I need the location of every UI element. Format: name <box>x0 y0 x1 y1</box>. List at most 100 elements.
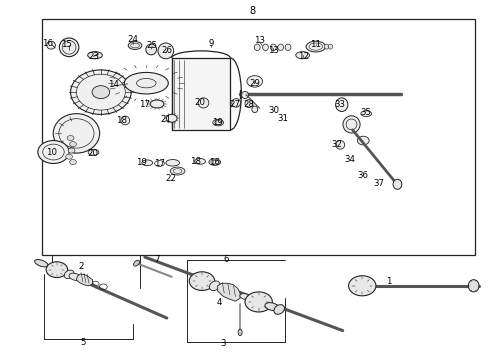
Ellipse shape <box>242 91 248 99</box>
Text: 13: 13 <box>268 46 279 55</box>
Ellipse shape <box>361 111 371 117</box>
Text: 20: 20 <box>87 149 98 158</box>
Text: 33: 33 <box>335 100 346 109</box>
Ellipse shape <box>150 100 164 108</box>
Ellipse shape <box>328 44 333 49</box>
Circle shape <box>71 70 131 114</box>
Text: 20: 20 <box>195 98 205 107</box>
Ellipse shape <box>124 72 168 94</box>
Circle shape <box>247 76 263 87</box>
Circle shape <box>245 292 272 312</box>
Ellipse shape <box>134 260 140 266</box>
Ellipse shape <box>121 116 130 125</box>
Text: 5: 5 <box>80 338 86 347</box>
Circle shape <box>92 86 110 99</box>
Text: 15: 15 <box>61 40 72 49</box>
Text: 18: 18 <box>116 116 127 125</box>
Circle shape <box>189 272 215 291</box>
Text: 31: 31 <box>278 114 289 123</box>
Text: 6: 6 <box>223 255 229 264</box>
Ellipse shape <box>324 44 329 49</box>
Ellipse shape <box>88 149 99 155</box>
Text: 29: 29 <box>249 79 260 88</box>
Text: 18: 18 <box>190 157 201 166</box>
Ellipse shape <box>59 38 79 57</box>
Text: 1: 1 <box>387 276 392 285</box>
Text: 11: 11 <box>310 40 321 49</box>
Circle shape <box>68 148 75 153</box>
Ellipse shape <box>278 44 284 50</box>
Ellipse shape <box>263 44 269 50</box>
Ellipse shape <box>128 41 142 49</box>
Ellipse shape <box>158 43 173 59</box>
Ellipse shape <box>69 273 81 280</box>
Ellipse shape <box>240 294 250 300</box>
Ellipse shape <box>245 100 253 108</box>
Circle shape <box>70 159 76 165</box>
Text: 9: 9 <box>208 39 214 48</box>
Circle shape <box>70 141 76 147</box>
Text: 30: 30 <box>269 105 280 114</box>
Ellipse shape <box>47 41 55 49</box>
Ellipse shape <box>64 270 74 279</box>
Ellipse shape <box>238 329 242 336</box>
Text: 16: 16 <box>209 158 220 167</box>
Ellipse shape <box>336 98 348 112</box>
Ellipse shape <box>170 167 185 175</box>
Ellipse shape <box>296 51 310 59</box>
Text: 25: 25 <box>147 41 158 50</box>
Text: 36: 36 <box>358 171 369 180</box>
Ellipse shape <box>166 114 177 122</box>
Text: 24: 24 <box>127 35 138 44</box>
Text: 3: 3 <box>220 339 226 348</box>
Ellipse shape <box>270 44 276 50</box>
Ellipse shape <box>232 99 241 107</box>
Text: 34: 34 <box>344 155 356 164</box>
Text: 17: 17 <box>139 100 150 109</box>
Text: 7: 7 <box>154 255 160 264</box>
Text: 13: 13 <box>254 36 265 45</box>
Ellipse shape <box>209 159 221 165</box>
Ellipse shape <box>142 160 153 166</box>
Text: 12: 12 <box>298 52 309 61</box>
Ellipse shape <box>468 280 479 292</box>
Bar <box>172 58 230 130</box>
Ellipse shape <box>195 158 205 164</box>
Ellipse shape <box>88 51 102 59</box>
Ellipse shape <box>35 260 48 267</box>
Ellipse shape <box>393 179 402 189</box>
Circle shape <box>348 276 376 296</box>
Text: 4: 4 <box>217 298 222 307</box>
Ellipse shape <box>274 305 285 314</box>
Text: 26: 26 <box>161 46 172 55</box>
Ellipse shape <box>285 44 291 50</box>
Polygon shape <box>218 283 240 301</box>
Text: 8: 8 <box>249 6 255 16</box>
Text: 35: 35 <box>361 108 372 117</box>
Ellipse shape <box>209 281 220 291</box>
Ellipse shape <box>53 114 99 153</box>
Text: 14: 14 <box>108 81 119 90</box>
Text: 10: 10 <box>47 148 57 157</box>
Text: 19: 19 <box>212 118 222 127</box>
Ellipse shape <box>198 98 209 108</box>
Text: 17: 17 <box>154 159 165 168</box>
Ellipse shape <box>336 140 344 149</box>
Ellipse shape <box>265 303 279 311</box>
Text: 16: 16 <box>42 39 52 48</box>
Text: 28: 28 <box>244 100 254 109</box>
Circle shape <box>38 140 69 163</box>
Ellipse shape <box>166 159 179 166</box>
Text: 27: 27 <box>230 100 241 109</box>
Circle shape <box>67 135 74 140</box>
Text: 22: 22 <box>165 174 176 183</box>
Text: 23: 23 <box>88 52 99 61</box>
Text: 32: 32 <box>331 140 343 149</box>
Text: 19: 19 <box>136 158 147 167</box>
Text: 21: 21 <box>160 115 172 124</box>
Ellipse shape <box>213 120 223 126</box>
Text: 37: 37 <box>374 179 385 188</box>
Polygon shape <box>76 274 93 286</box>
Ellipse shape <box>146 44 157 55</box>
Circle shape <box>357 136 369 145</box>
